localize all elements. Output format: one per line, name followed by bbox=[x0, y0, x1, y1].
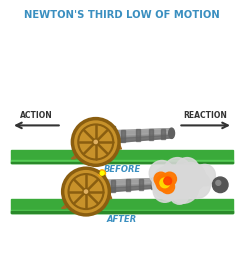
Bar bbox=[99, 175, 105, 180]
Circle shape bbox=[183, 171, 211, 199]
Text: ACTION: ACTION bbox=[20, 111, 53, 120]
Bar bbox=[111, 179, 115, 192]
Polygon shape bbox=[87, 190, 112, 200]
Polygon shape bbox=[87, 178, 162, 194]
Bar bbox=[126, 179, 130, 191]
Bar bbox=[136, 129, 140, 141]
Polygon shape bbox=[87, 185, 162, 194]
Bar bbox=[96, 180, 100, 193]
Polygon shape bbox=[97, 129, 172, 144]
Circle shape bbox=[213, 177, 228, 193]
Bar bbox=[151, 178, 155, 189]
Circle shape bbox=[63, 168, 109, 215]
Circle shape bbox=[84, 190, 88, 193]
Polygon shape bbox=[97, 129, 172, 136]
Bar bbox=[11, 199, 233, 213]
Polygon shape bbox=[87, 178, 162, 186]
Circle shape bbox=[72, 119, 119, 165]
Circle shape bbox=[93, 139, 99, 145]
Circle shape bbox=[168, 172, 199, 203]
Circle shape bbox=[164, 158, 191, 185]
Bar bbox=[11, 162, 233, 163]
Text: REACTION: REACTION bbox=[184, 111, 228, 120]
Circle shape bbox=[94, 140, 97, 144]
Bar bbox=[149, 129, 153, 140]
Circle shape bbox=[161, 180, 174, 193]
Circle shape bbox=[160, 178, 170, 188]
Ellipse shape bbox=[169, 128, 174, 138]
Circle shape bbox=[176, 162, 206, 192]
Circle shape bbox=[149, 160, 174, 186]
Bar bbox=[161, 129, 165, 139]
Ellipse shape bbox=[80, 180, 88, 194]
Circle shape bbox=[170, 185, 189, 204]
Text: NEWTON'S THIRD LOW OF MOTION: NEWTON'S THIRD LOW OF MOTION bbox=[24, 10, 220, 20]
Circle shape bbox=[153, 179, 176, 202]
Polygon shape bbox=[97, 140, 122, 150]
Bar bbox=[11, 150, 233, 163]
Circle shape bbox=[163, 172, 176, 186]
Bar bbox=[106, 130, 110, 144]
Bar bbox=[139, 179, 143, 190]
Bar bbox=[11, 211, 233, 213]
Circle shape bbox=[194, 164, 215, 186]
Text: BEFORE: BEFORE bbox=[103, 165, 141, 174]
Circle shape bbox=[152, 165, 187, 200]
Bar bbox=[11, 210, 233, 213]
Polygon shape bbox=[97, 135, 172, 144]
Polygon shape bbox=[66, 190, 86, 203]
Text: AFTER: AFTER bbox=[107, 215, 137, 224]
Polygon shape bbox=[76, 141, 96, 154]
Circle shape bbox=[175, 158, 199, 181]
Circle shape bbox=[216, 180, 221, 185]
Circle shape bbox=[86, 134, 94, 142]
Circle shape bbox=[156, 174, 173, 192]
Circle shape bbox=[83, 188, 89, 195]
Circle shape bbox=[99, 170, 105, 177]
Circle shape bbox=[100, 171, 104, 175]
Polygon shape bbox=[61, 203, 74, 208]
Bar bbox=[109, 125, 115, 130]
Ellipse shape bbox=[159, 178, 165, 188]
Ellipse shape bbox=[90, 131, 98, 145]
Circle shape bbox=[154, 172, 168, 186]
Bar bbox=[11, 160, 233, 163]
Bar bbox=[121, 130, 125, 143]
Circle shape bbox=[76, 183, 84, 191]
Polygon shape bbox=[71, 154, 84, 159]
Circle shape bbox=[164, 177, 172, 185]
